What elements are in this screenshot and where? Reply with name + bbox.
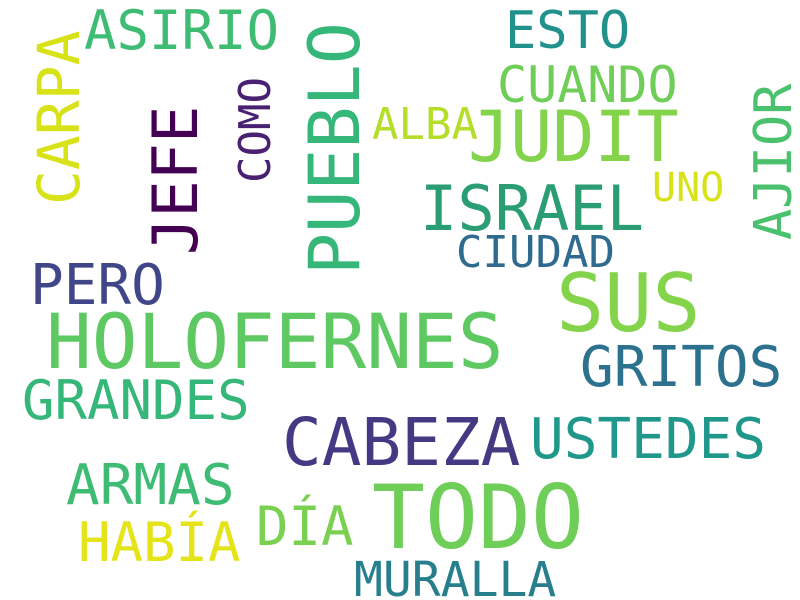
- word-carpa: CARPA: [25, 30, 93, 205]
- word-uno: UNO: [652, 165, 725, 211]
- word-como: COMO: [230, 77, 281, 183]
- word-alba: ALBA: [372, 99, 478, 150]
- word-esto: ESTO: [505, 1, 631, 61]
- word-jefe: JEFE: [139, 105, 212, 255]
- word-judit: JUDIT: [468, 96, 679, 178]
- word-pueblo: PUEBLO: [294, 22, 376, 275]
- word-ajior: AJIOR: [744, 83, 800, 240]
- word-gritos: GRITOS: [580, 335, 783, 400]
- word-israel: ISRAEL: [420, 172, 644, 245]
- word-cabeza: CABEZA: [282, 404, 521, 481]
- word-armas: ARMAS: [66, 453, 235, 518]
- word-dia: DÍA: [256, 495, 354, 558]
- word-muralla: MURALLA: [354, 552, 557, 600]
- word-ustedes: USTEDES: [530, 407, 767, 472]
- word-todo: TODO: [372, 466, 584, 569]
- word-ciudad: CIUDAD: [456, 227, 615, 278]
- word-cuando: CUANDO: [497, 56, 678, 114]
- word-habia: HABÍA: [78, 511, 241, 574]
- word-holofernes: HOLOFERNES: [46, 297, 504, 386]
- word-pero: PERO: [30, 253, 165, 318]
- word-sus: SUS: [556, 257, 701, 350]
- word-asirio: ASIRIO: [84, 0, 280, 62]
- word-grandes: GRANDES: [22, 369, 250, 432]
